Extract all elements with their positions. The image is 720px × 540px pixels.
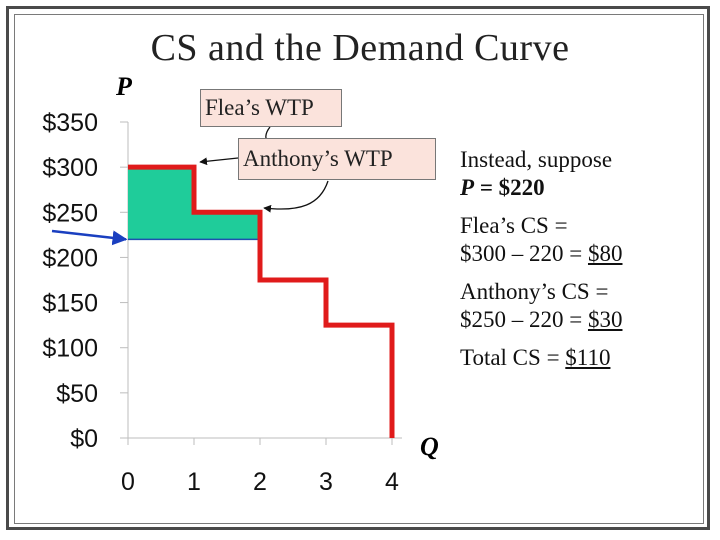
price-pointer-arrow (51, 229, 128, 246)
x-tick-label: 3 (319, 468, 333, 496)
anthony-step-arrow (263, 180, 329, 213)
total-cs: Total CS = $110 (460, 345, 611, 370)
explanation-text: Instead, suppose P = $220 Flea’s CS = $3… (460, 146, 622, 382)
slide-title: CS and the Demand Curve (150, 27, 570, 69)
slide-inner-border (14, 14, 704, 524)
quantity-axis-label: Q (420, 432, 439, 461)
y-tick-label: $50 (56, 380, 98, 408)
demand-curve (128, 164, 395, 438)
y-tick-label: $200 (42, 244, 98, 272)
y-tick-label: $300 (42, 154, 98, 182)
y-tick-label: $100 (42, 335, 98, 363)
slide-border (6, 6, 710, 530)
y-tick-label: $150 (42, 290, 98, 318)
anthony-cs: Anthony’s CS = $250 – 220 = $30 (460, 279, 623, 332)
x-tick-label: 1 (187, 468, 201, 496)
x-tick-label: 4 (385, 468, 399, 496)
price-axis-label: P (116, 72, 132, 101)
callout-arrows (51, 126, 329, 246)
y-tick-label: $350 (42, 109, 98, 137)
consumer-surplus-area (194, 212, 260, 240)
x-tick-label: 0 (121, 468, 135, 496)
anthony-wtp-callout: Anthony’s WTP (238, 138, 436, 180)
consumer-surplus-areas (128, 167, 260, 240)
y-axis-ticks: $0 $50 $100 $150 $200 $250 $300 $350 (42, 109, 128, 453)
flea-cs: Flea’s CS = $300 – 220 = $80 (460, 213, 623, 266)
x-axis-ticks: 0 1 2 3 4 (121, 122, 402, 496)
flea-step-arrow (199, 157, 239, 166)
y-tick-label: $0 (70, 425, 98, 453)
y-tick-label: $250 (42, 199, 98, 227)
price-assumption: Instead, suppose P = $220 (460, 147, 613, 200)
x-tick-label: 2 (253, 468, 267, 496)
consumer-surplus-area (128, 167, 194, 240)
flea-wtp-callout: Flea’s WTP (200, 89, 342, 127)
